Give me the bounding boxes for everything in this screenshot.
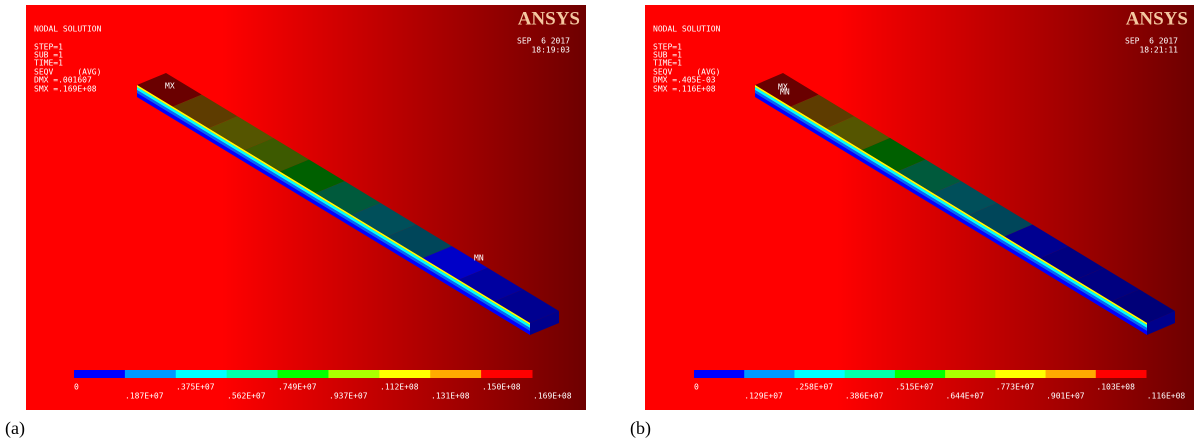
legend-label: .150E+08 xyxy=(482,383,521,392)
header-line: TIME=1 xyxy=(653,59,682,68)
date: SEP 6 2017 xyxy=(517,37,570,46)
legend-label: .515E+07 xyxy=(895,383,934,392)
legend-swatch xyxy=(845,370,896,378)
legend-label: .562E+07 xyxy=(227,392,266,401)
legend-label: .901E+07 xyxy=(1046,392,1085,401)
legend-label: .169E+08 xyxy=(533,392,572,401)
legend-swatch xyxy=(794,370,845,378)
legend-swatch xyxy=(1096,370,1147,378)
min-label: MN xyxy=(780,88,790,97)
header-line: DMX =.405E-03 xyxy=(653,76,716,85)
legend-swatch xyxy=(744,370,795,378)
legend-swatch xyxy=(227,370,278,378)
legend-swatch xyxy=(278,370,329,378)
legend-swatch xyxy=(328,370,379,378)
legend-label: .112E+08 xyxy=(380,383,419,392)
background xyxy=(26,5,586,410)
legend-label: .773E+07 xyxy=(996,383,1035,392)
legend-swatch xyxy=(694,370,745,378)
ansys-logo: ANSYS xyxy=(518,8,580,29)
time: 18:21:11 xyxy=(1139,46,1178,55)
figure: NODAL SOLUTIONSTEP=1SUB =1TIME=1SEQV (AV… xyxy=(0,0,1194,443)
background xyxy=(645,5,1194,410)
legend-label: .644E+07 xyxy=(946,392,985,401)
legend-swatch xyxy=(176,370,227,378)
legend-swatch xyxy=(895,370,946,378)
legend-swatch xyxy=(430,370,481,378)
legend-label: .937E+07 xyxy=(329,392,368,401)
legend-label: .749E+07 xyxy=(278,383,317,392)
legend-label: .375E+07 xyxy=(176,383,215,392)
caption: (b) xyxy=(630,418,651,439)
legend-label: 0 xyxy=(694,383,699,392)
date: SEP 6 2017 xyxy=(1125,37,1178,46)
legend-label: .103E+08 xyxy=(1096,383,1135,392)
legend-label: .131E+08 xyxy=(431,392,470,401)
legend-swatch xyxy=(945,370,996,378)
legend-label: 0 xyxy=(74,383,79,392)
max-label: MX xyxy=(165,82,175,91)
legend-label: .116E+08 xyxy=(1147,392,1186,401)
header-line: TIME=1 xyxy=(34,59,63,68)
header-line: SMX =.116E+08 xyxy=(653,85,716,94)
legend-swatch xyxy=(995,370,1046,378)
header-line: DMX =.001607 xyxy=(34,76,92,85)
legend-label: .187E+07 xyxy=(125,392,164,401)
legend-swatch xyxy=(1046,370,1097,378)
header-line: SMX =.169E+08 xyxy=(34,85,97,94)
ansys-logo: ANSYS xyxy=(1126,8,1188,29)
legend-label: .129E+07 xyxy=(744,392,783,401)
min-label: MN xyxy=(474,254,484,263)
legend-swatch xyxy=(74,370,125,378)
time: 18:19:03 xyxy=(531,46,570,55)
legend-swatch xyxy=(379,370,430,378)
header-line: NODAL SOLUTION xyxy=(34,25,102,34)
legend-swatch xyxy=(125,370,176,378)
header-line: NODAL SOLUTION xyxy=(653,25,721,34)
caption: (a) xyxy=(5,418,25,439)
legend-label: .258E+07 xyxy=(795,383,834,392)
legend-swatch xyxy=(481,370,532,378)
legend-label: .386E+07 xyxy=(845,392,884,401)
